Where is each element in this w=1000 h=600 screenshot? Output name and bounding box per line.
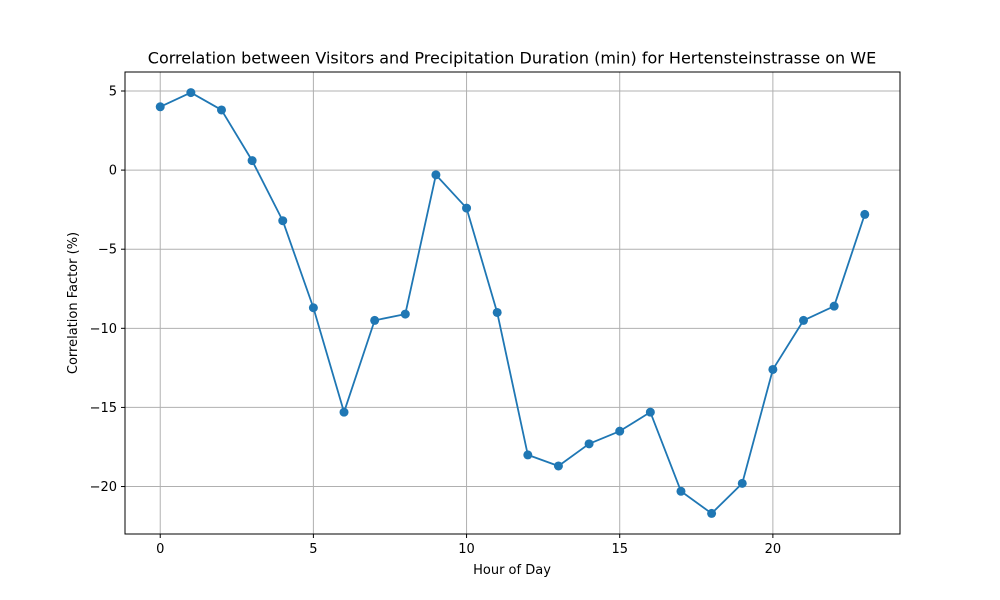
data-point <box>768 364 778 374</box>
data-point <box>676 486 686 496</box>
data-point <box>247 156 257 166</box>
y-tick-label: −5 <box>98 243 117 258</box>
x-axis-label: Hour of Day <box>473 563 551 578</box>
data-point <box>645 407 655 417</box>
axis-ticks: 0 5 10 15 20 5 0 −5 −10 −15 −20 <box>90 84 782 557</box>
plot-frame <box>124 71 901 535</box>
y-tick-label: 0 <box>109 164 117 179</box>
data-point <box>278 216 288 226</box>
x-tick-label: 10 <box>458 542 475 557</box>
y-tick-label: −10 <box>90 322 117 337</box>
x-tick-label: 5 <box>309 542 317 557</box>
y-tick-label: −20 <box>90 480 117 495</box>
data-point <box>737 478 747 488</box>
data-point <box>584 439 594 449</box>
data-point <box>308 303 318 313</box>
data-point <box>216 105 226 115</box>
grid-lines <box>125 72 900 534</box>
series-layer <box>155 88 870 518</box>
data-point <box>615 426 625 436</box>
data-point <box>462 203 472 213</box>
chart-title: Correlation between Visitors and Precipi… <box>148 49 876 68</box>
data-point <box>523 450 533 460</box>
data-point <box>707 508 717 518</box>
series-line <box>159 91 866 515</box>
data-point <box>186 88 196 98</box>
x-tick-label: 15 <box>611 542 628 557</box>
data-point <box>553 461 563 471</box>
y-axis-label: Correlation Factor (%) <box>66 232 81 374</box>
data-point <box>860 209 870 219</box>
data-point <box>829 301 839 311</box>
data-point <box>799 315 809 325</box>
x-tick-label: 20 <box>765 542 782 557</box>
y-tick-label: 5 <box>109 84 117 99</box>
data-point <box>339 407 349 417</box>
data-point <box>370 315 380 325</box>
y-tick-label: −15 <box>90 401 117 416</box>
x-tick-label: 0 <box>156 542 164 557</box>
data-point <box>492 307 502 317</box>
data-point <box>431 170 441 180</box>
data-point <box>155 102 165 112</box>
data-point <box>400 309 410 319</box>
